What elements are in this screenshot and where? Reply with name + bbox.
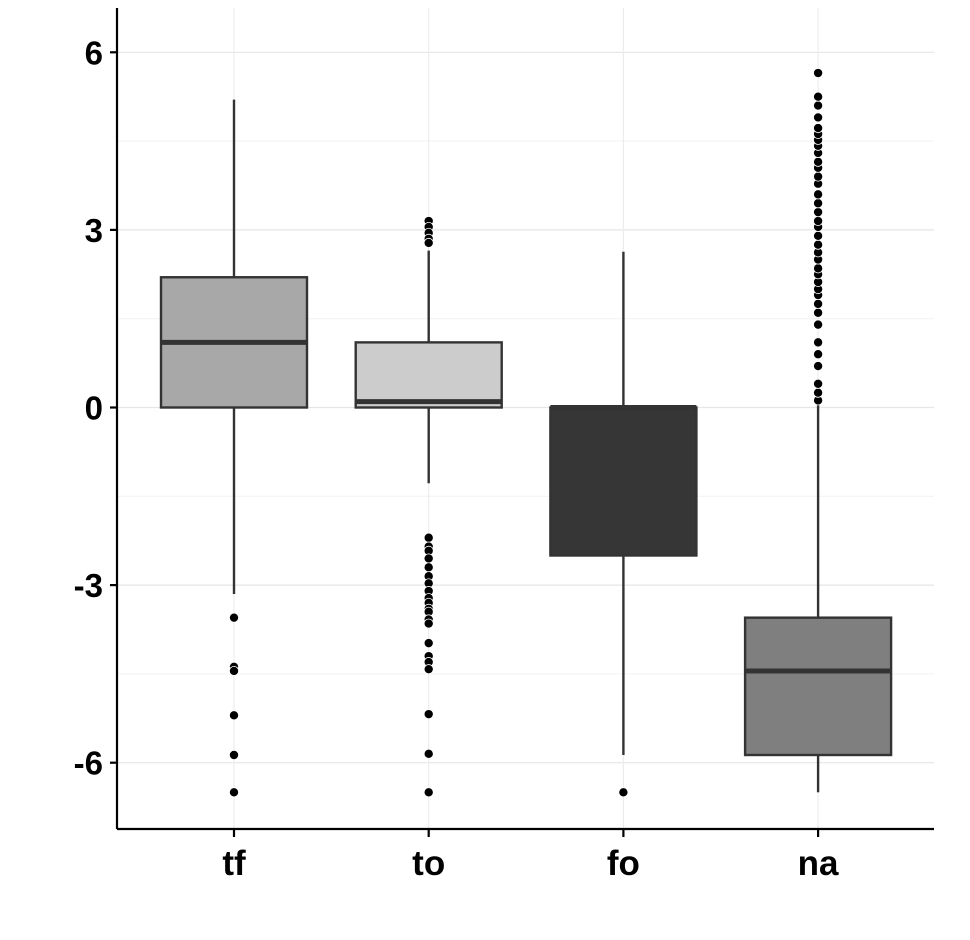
outlier-point [423,638,434,649]
y-tick-label: 0 [85,390,103,427]
outlier-point [813,198,824,209]
outlier-point [813,91,824,102]
y-tick-label: 6 [85,34,103,71]
outlier-point [813,156,824,167]
box-group-na [743,68,893,793]
outlier-point [813,112,824,123]
outlier-point [228,612,239,623]
outlier-point [423,748,434,759]
box-iqr [743,616,893,757]
outlier-point [423,553,434,564]
outlier-point [813,387,824,398]
y-tick-label: -3 [74,567,103,604]
outlier-point [813,123,824,134]
box-group-tf [159,99,309,798]
outlier-point [813,171,824,182]
box-group-fo [549,251,698,798]
box-series [159,68,893,798]
outlier-point [813,68,824,79]
outlier-point [618,787,629,798]
outlier-point [813,307,824,318]
outlier-point [813,263,824,274]
outlier-point [813,361,824,372]
outlier-point [423,664,434,675]
outlier-point [813,378,824,389]
outlier-point [813,100,824,111]
outlier-point [813,337,824,348]
outlier-point [813,207,824,218]
outlier-point [423,562,434,573]
y-tick-label: 3 [85,212,103,249]
outlier-point [423,237,434,248]
outlier-point [228,750,239,761]
outlier-point [228,710,239,721]
outlier-point [423,532,434,543]
box-group-to [354,216,503,798]
tick-labels: 6 3 0 -3 -6 tf to fo na [74,34,839,883]
outlier-point [228,665,239,676]
outlier-point [423,787,434,798]
outlier-point [813,239,824,250]
x-tick-label-to: to [412,844,445,883]
outlier-point [813,230,824,241]
outlier-point [228,787,239,798]
outlier-point [813,216,824,227]
outlier-point [813,349,824,360]
x-tick-label-tf: tf [222,844,246,883]
outlier-point [813,319,824,330]
outlier-point [423,618,434,629]
x-tick-label-na: na [798,844,839,883]
outlier-point [813,189,824,200]
outlier-point [813,298,824,309]
box-iqr [549,406,698,557]
y-tick-label: -6 [74,745,103,782]
box-iqr [354,341,503,409]
axes [110,8,934,837]
x-tick-label-fo: fo [607,844,640,883]
outlier-point [423,709,434,720]
